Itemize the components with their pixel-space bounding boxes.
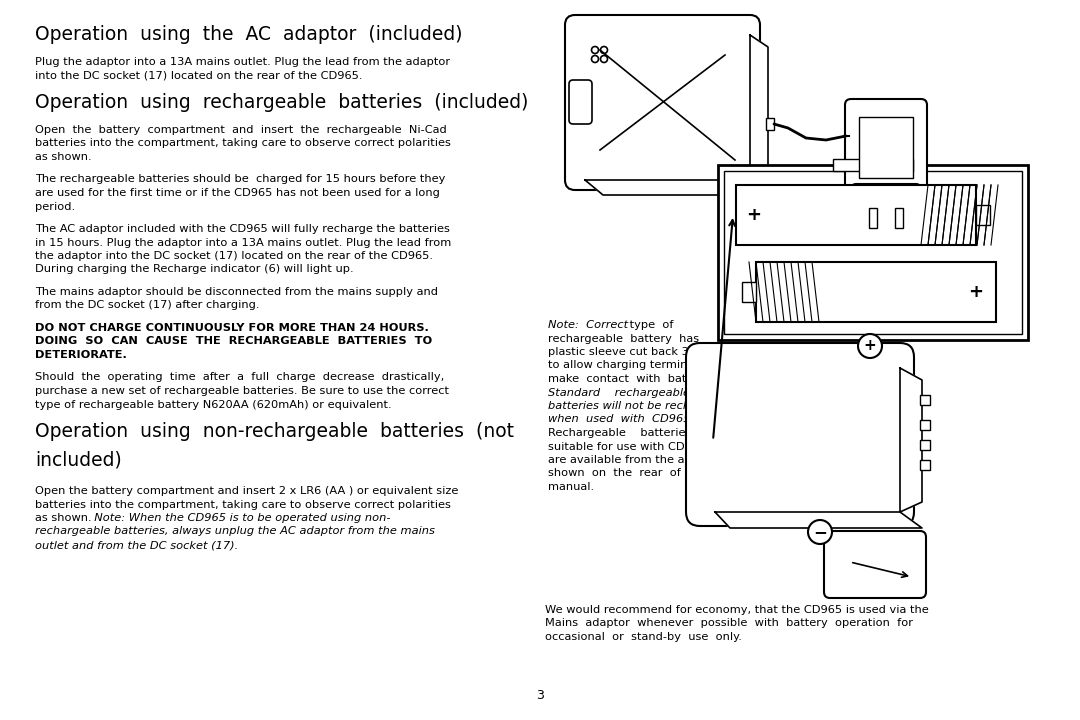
- Polygon shape: [750, 35, 768, 180]
- Text: are available from the address: are available from the address: [548, 455, 723, 465]
- Text: rechargeable batteries, always unplug the AC adaptor from the mains: rechargeable batteries, always unplug th…: [35, 526, 435, 536]
- Text: rechargeable  battery  has: rechargeable battery has: [548, 333, 699, 343]
- Text: Mains  adaptor  whenever  possible  with  battery  operation  for: Mains adaptor whenever possible with bat…: [545, 618, 913, 629]
- FancyBboxPatch shape: [686, 343, 914, 526]
- Bar: [766, 118, 774, 130]
- Text: +: +: [969, 283, 984, 301]
- Text: +: +: [864, 338, 876, 354]
- Bar: [920, 460, 930, 470]
- Text: purchase a new set of rechargeable batteries. Be sure to use the correct: purchase a new set of rechargeable batte…: [35, 386, 449, 396]
- FancyBboxPatch shape: [845, 99, 927, 196]
- Text: the adaptor into the DC socket (17) located on the rear of the CD965.: the adaptor into the DC socket (17) loca…: [35, 251, 433, 261]
- Circle shape: [808, 520, 832, 544]
- Bar: [859, 117, 913, 178]
- Bar: [895, 208, 903, 228]
- Bar: [718, 165, 1028, 340]
- Bar: [833, 159, 913, 171]
- Text: included): included): [35, 450, 122, 469]
- Bar: [724, 171, 1022, 334]
- FancyBboxPatch shape: [852, 184, 920, 214]
- Polygon shape: [900, 368, 922, 512]
- Text: in 15 hours. Plug the adaptor into a 13A mains outlet. Plug the lead from: in 15 hours. Plug the adaptor into a 13A…: [35, 238, 451, 248]
- Text: The mains adaptor should be disconnected from the mains supply and: The mains adaptor should be disconnected…: [35, 287, 438, 297]
- Text: as shown.: as shown.: [35, 152, 92, 162]
- Text: batteries into the compartment, taking care to observe correct polarities: batteries into the compartment, taking c…: [35, 500, 450, 510]
- Text: DO NOT CHARGE CONTINUOUSLY FOR MORE THAN 24 HOURS.: DO NOT CHARGE CONTINUOUSLY FOR MORE THAN…: [35, 323, 429, 333]
- Bar: [735, 185, 976, 245]
- Text: Standard    rechargeable: Standard rechargeable: [548, 387, 690, 397]
- Text: Note:  Correct: Note: Correct: [548, 320, 629, 330]
- Text: from the DC socket (17) after charging.: from the DC socket (17) after charging.: [35, 300, 259, 310]
- Bar: [920, 420, 930, 430]
- Text: period.: period.: [35, 202, 76, 212]
- Text: Open the battery compartment and insert 2 x LR6 (AA ) or equivalent size: Open the battery compartment and insert …: [35, 486, 458, 496]
- Text: type  of: type of: [626, 320, 674, 330]
- Bar: [869, 208, 877, 228]
- Text: Rechargeable    batteries: Rechargeable batteries: [548, 428, 691, 438]
- Polygon shape: [715, 512, 922, 528]
- Text: DETERIORATE.: DETERIORATE.: [35, 350, 126, 360]
- Text: Operation  using  rechargeable  batteries  (included): Operation using rechargeable batteries (…: [35, 93, 528, 112]
- Text: plastic sleeve cut back 3mm: plastic sleeve cut back 3mm: [548, 347, 711, 357]
- Text: Should  the  operating  time  after  a  full  charge  decrease  drastically,: Should the operating time after a full c…: [35, 372, 444, 382]
- Bar: [976, 205, 990, 225]
- Text: shown  on  the  rear  of  this: shown on the rear of this: [548, 469, 708, 479]
- Text: when  used  with  CD965.: when used with CD965.: [548, 415, 694, 425]
- Text: into the DC socket (17) located on the rear of the CD965.: into the DC socket (17) located on the r…: [35, 71, 363, 81]
- Text: 3: 3: [536, 689, 544, 702]
- Text: We would recommend for economy, that the CD965 is used via the: We would recommend for economy, that the…: [545, 605, 929, 615]
- Text: During charging the Recharge indicator (6) will light up.: During charging the Recharge indicator (…: [35, 264, 353, 274]
- Bar: [920, 395, 930, 405]
- Polygon shape: [585, 180, 768, 195]
- Text: to allow charging terminal to: to allow charging terminal to: [548, 361, 713, 371]
- FancyBboxPatch shape: [569, 80, 592, 124]
- Bar: [756, 262, 996, 322]
- Text: occasional  or  stand-by  use  only.: occasional or stand-by use only.: [545, 632, 742, 642]
- Text: Operation  using  the  AC  adaptor  (included): Operation using the AC adaptor (included…: [35, 25, 462, 44]
- Text: suitable for use with CD965: suitable for use with CD965: [548, 441, 706, 451]
- Bar: [920, 440, 930, 450]
- Text: type of rechargeable battery N620AA (620mAh) or equivalent.: type of rechargeable battery N620AA (620…: [35, 400, 392, 410]
- Text: Plug the adaptor into a 13A mains outlet. Plug the lead from the adaptor: Plug the adaptor into a 13A mains outlet…: [35, 57, 450, 67]
- Text: batteries into the compartment, taking care to observe correct polarities: batteries into the compartment, taking c…: [35, 138, 450, 148]
- Text: as shown.: as shown.: [35, 513, 92, 523]
- Text: −: −: [813, 523, 827, 541]
- Text: are used for the first time or if the CD965 has not been used for a long: are used for the first time or if the CD…: [35, 188, 440, 198]
- Text: batteries will not be recharged: batteries will not be recharged: [548, 401, 724, 411]
- Text: outlet and from the DC socket (17).: outlet and from the DC socket (17).: [35, 540, 239, 550]
- Text: Operation  using  non-rechargeable  batteries  (not: Operation using non-rechargeable batteri…: [35, 422, 514, 441]
- Text: The AC adaptor included with the CD965 will fully recharge the batteries: The AC adaptor included with the CD965 w…: [35, 224, 450, 234]
- Circle shape: [858, 334, 882, 358]
- FancyBboxPatch shape: [824, 531, 926, 598]
- FancyBboxPatch shape: [565, 15, 760, 190]
- Text: Open  the  battery  compartment  and  insert  the  rechargeable  Ni-Cad: Open the battery compartment and insert …: [35, 125, 447, 135]
- Text: The rechargeable batteries should be  charged for 15 hours before they: The rechargeable batteries should be cha…: [35, 174, 445, 184]
- Bar: [742, 282, 756, 302]
- Text: +: +: [746, 206, 761, 224]
- Text: make  contact  with  battery.: make contact with battery.: [548, 374, 712, 384]
- Text: DOING  SO  CAN  CAUSE  THE  RECHARGEABLE  BATTERIES  TO: DOING SO CAN CAUSE THE RECHARGEABLE BATT…: [35, 336, 432, 346]
- Text: manual.: manual.: [548, 482, 594, 492]
- Text: Note: When the CD965 is to be operated using non-: Note: When the CD965 is to be operated u…: [87, 513, 391, 523]
